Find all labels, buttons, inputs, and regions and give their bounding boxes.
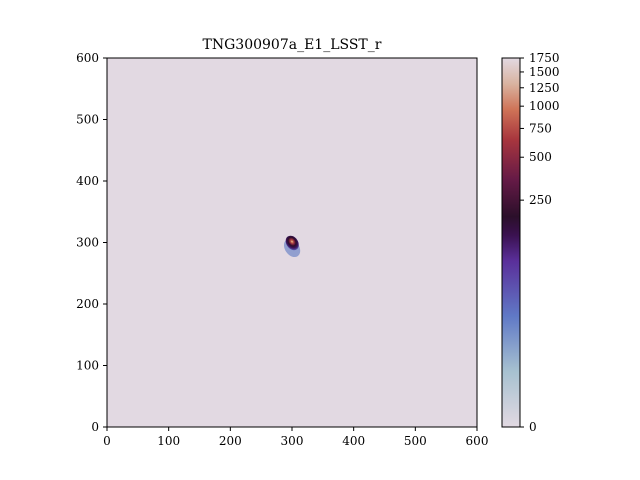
y-tick-label: 300 bbox=[76, 236, 99, 250]
y-tick-label: 500 bbox=[76, 113, 99, 127]
colorbar-tick-label: 750 bbox=[529, 121, 552, 135]
colorbar-tick-label: 1500 bbox=[529, 65, 560, 79]
chart-title: TNG300907a_E1_LSST_r bbox=[203, 37, 382, 53]
x-tick-label: 500 bbox=[404, 434, 427, 448]
source-core bbox=[285, 235, 299, 251]
colorbar-tick-label: 250 bbox=[529, 193, 552, 207]
x-tick-label: 400 bbox=[342, 434, 365, 448]
x-axis: 0 100 200 300 400 500 600 bbox=[103, 427, 488, 448]
x-tick-label: 600 bbox=[466, 434, 489, 448]
colorbar-tick-label: 0 bbox=[529, 420, 537, 434]
x-tick-label: 100 bbox=[157, 434, 180, 448]
x-tick-label: 0 bbox=[103, 434, 111, 448]
y-tick-label: 400 bbox=[76, 174, 99, 188]
image-axes: 0 100 200 300 400 500 600 0 100 200 300 400 500 600 bbox=[76, 51, 488, 448]
colorbar-tick-label: 1000 bbox=[529, 99, 560, 113]
colorbar-tick-label: 1250 bbox=[529, 81, 560, 95]
y-tick-label: 100 bbox=[76, 359, 99, 373]
y-tick-label: 600 bbox=[76, 51, 99, 65]
y-tick-label: 0 bbox=[91, 420, 99, 434]
x-tick-label: 200 bbox=[219, 434, 242, 448]
x-tick-label: 300 bbox=[281, 434, 304, 448]
colorbar-tick-label: 500 bbox=[529, 150, 552, 164]
y-axis: 0 100 200 300 400 500 600 bbox=[76, 51, 107, 434]
colorbar-tick-label: 1750 bbox=[529, 51, 560, 65]
colorbar-gradient bbox=[501, 57, 521, 428]
y-tick-label: 200 bbox=[76, 297, 99, 311]
source-blob bbox=[283, 235, 301, 258]
